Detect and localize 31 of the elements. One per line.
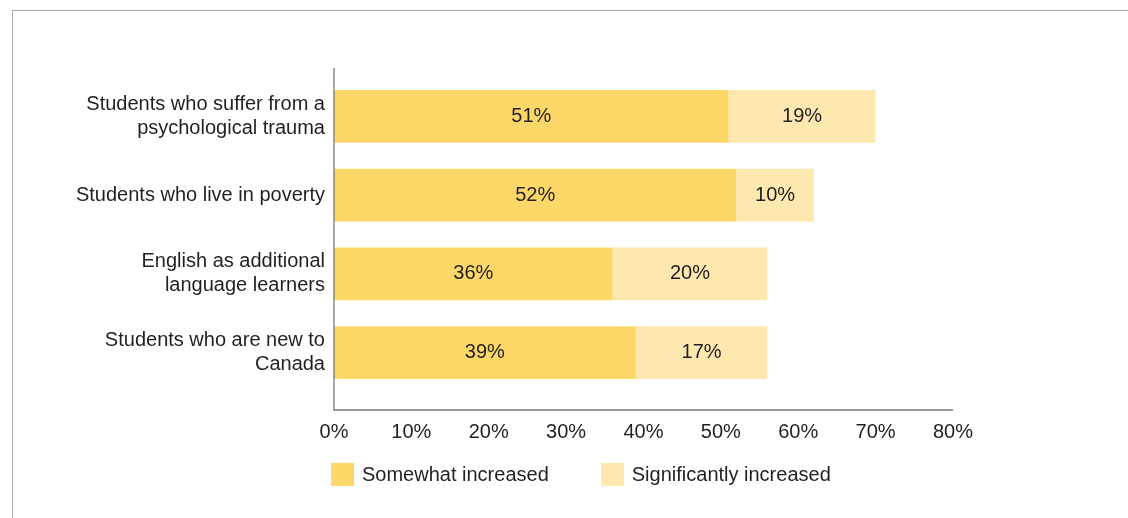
bar <box>736 168 814 222</box>
x-tick-label: 30% <box>546 419 587 442</box>
legend-label: Significantly increased <box>631 463 831 486</box>
y-tick-label: English as additional language learners <box>141 249 325 296</box>
data-label: 36% <box>453 261 494 284</box>
x-tick-label: 0% <box>319 419 349 442</box>
data-label: 19% <box>782 103 823 126</box>
bar <box>334 89 729 143</box>
data-label: 39% <box>464 340 506 363</box>
data-label: 10% <box>755 182 796 205</box>
y-tick-label: Students who are new to Canada <box>104 328 326 375</box>
data-label: 20% <box>669 261 711 284</box>
bar <box>612 247 768 301</box>
x-tick-label: 10% <box>391 419 432 442</box>
y-tick-label: Students who live in poverty <box>75 182 325 205</box>
x-tick-label: 50% <box>700 419 742 442</box>
bar <box>334 326 636 380</box>
data-label: 17% <box>681 340 722 363</box>
legend-label: Somewhat increased <box>362 463 549 486</box>
y-tick-label: Students who suffer from a psychological trauma <box>86 91 326 138</box>
x-tick-label: 80% <box>932 419 974 442</box>
x-tick-label: 60% <box>778 419 819 442</box>
x-tick-label: 40% <box>623 419 664 442</box>
bar <box>334 247 613 301</box>
bar <box>635 326 768 380</box>
bar <box>728 89 876 143</box>
bar <box>334 168 737 222</box>
x-tick-label: 20% <box>468 419 509 442</box>
x-tick-label: 70% <box>855 419 896 442</box>
data-label: 51% <box>511 103 552 126</box>
data-label: 52% <box>515 182 556 205</box>
